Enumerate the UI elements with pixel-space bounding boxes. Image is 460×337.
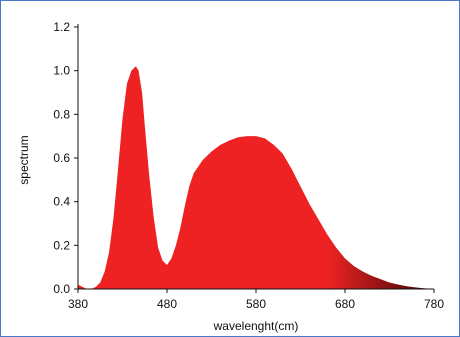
x-axis-title: wavelenght(cm) (213, 319, 299, 333)
y-tick-label: 0.8 (53, 107, 70, 121)
x-tick-label: 380 (68, 297, 88, 311)
y-tick-label: 0.6 (53, 151, 70, 165)
x-tick-label: 780 (424, 297, 444, 311)
x-tick-label: 580 (246, 297, 266, 311)
spectrum-area (78, 66, 434, 289)
x-tick-label: 480 (157, 297, 177, 311)
y-tick-label: 0.4 (53, 195, 70, 209)
area-layer (78, 66, 434, 289)
y-tick-label: 1.2 (53, 20, 70, 34)
y-tick-label: 0.2 (53, 238, 70, 252)
x-tick-label: 680 (335, 297, 355, 311)
y-axis-title: spectrum (17, 135, 31, 184)
y-tick-label: 1.0 (53, 64, 70, 78)
y-tick-label: 0.0 (53, 282, 70, 296)
